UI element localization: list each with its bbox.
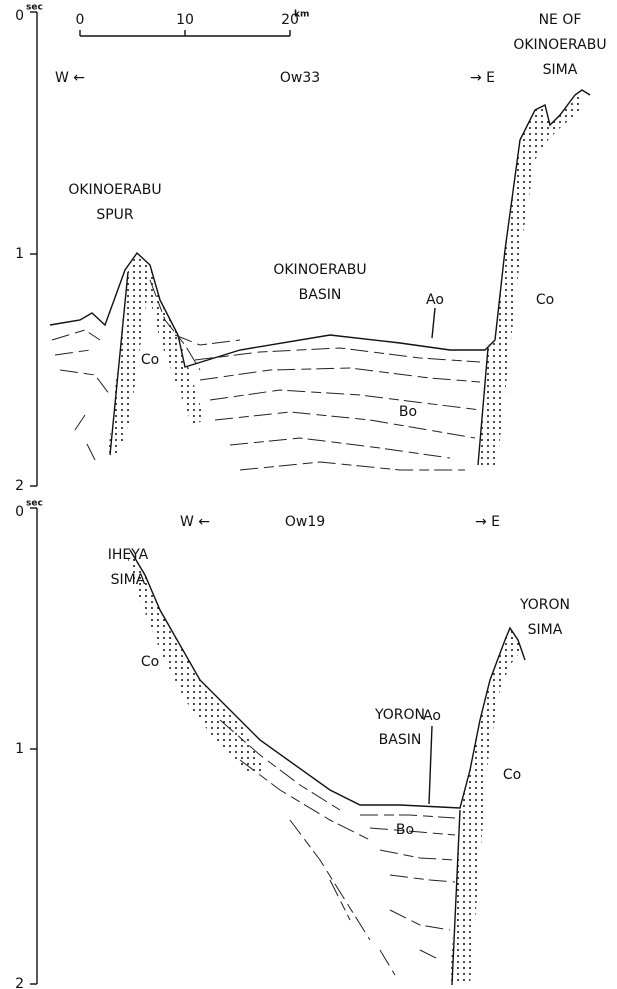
time-label: 2: [15, 976, 24, 989]
time-label: 2: [15, 478, 24, 494]
feature-label: Co: [141, 654, 159, 670]
time-axis: [30, 11, 38, 985]
profile-name: Ow33: [280, 70, 320, 86]
feature-label: Bo: [399, 404, 417, 420]
feature-label: SPUR: [96, 207, 134, 223]
time-label: 0: [15, 8, 24, 24]
feature-label: Co: [536, 292, 554, 308]
feature-label: Bo: [396, 822, 414, 838]
feature-label: YORON: [374, 707, 425, 723]
time-unit: sec: [26, 499, 43, 509]
feature-label: Ao: [423, 708, 441, 724]
feature-label: Co: [503, 767, 521, 783]
feature-label: BASIN: [379, 732, 422, 748]
feature-label: NE OF: [539, 12, 582, 28]
scale-label: 20: [281, 12, 299, 28]
direction-west: W ←: [55, 70, 85, 86]
time-unit: sec: [26, 3, 43, 13]
direction-west: W ←: [180, 514, 210, 530]
feature-label: BASIN: [299, 287, 342, 303]
time-label: 0: [15, 504, 24, 520]
time-label: 1: [15, 246, 24, 262]
time-label: 1: [15, 741, 24, 757]
feature-label: Ao: [426, 292, 444, 308]
scale-unit: km: [294, 10, 309, 20]
profile-ow33: [49, 89, 591, 471]
scale-label: 0: [76, 12, 85, 28]
scale-label: 10: [176, 12, 194, 28]
feature-label: SIMA: [543, 62, 578, 78]
feature-label: YORON: [519, 597, 570, 613]
direction-east: → E: [470, 70, 495, 86]
scale-bar: [79, 30, 291, 37]
feature-label: OKINOERABU: [513, 37, 606, 53]
feature-label: IHEYA: [108, 547, 149, 563]
profile-name: Ow19: [285, 514, 325, 530]
feature-label: OKINOERABU: [273, 262, 366, 278]
direction-east: → E: [475, 514, 500, 530]
feature-label: OKINOERABU: [68, 182, 161, 198]
feature-label: Co: [141, 352, 159, 368]
profile-ow19: [128, 549, 526, 986]
feature-label: SIMA: [528, 622, 563, 638]
feature-label: SIMA: [111, 572, 146, 588]
